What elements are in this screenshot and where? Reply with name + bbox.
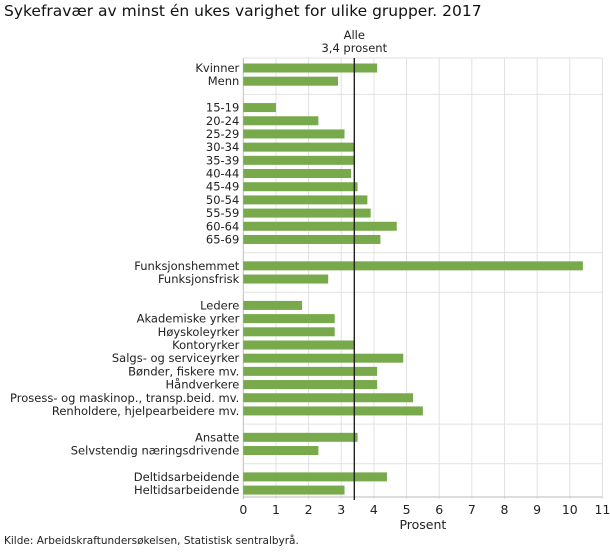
category-label: 65-69 [206,232,239,246]
category-label: Håndverkere [166,378,240,392]
category-label: Ledere [200,298,239,312]
category-label: Høyskoleyrker [158,325,240,339]
category-label: 35-39 [206,153,239,167]
x-tick-label: 9 [533,502,541,517]
category-label: 45-49 [206,180,239,194]
bar [243,446,319,456]
bar [243,393,414,403]
bar [243,234,381,244]
bar [243,182,358,192]
bar [243,76,338,86]
bar [243,366,378,376]
category-label: Akademiske yrker [137,312,240,326]
x-tick-label: 7 [468,502,476,517]
bar [243,116,319,126]
bar [243,406,423,416]
x-tick-label: 5 [403,502,411,517]
category-label: Heltidsarbeidende [134,483,239,497]
bar [243,432,358,442]
source-note: Kilde: Arbeidskraftundersøkelsen, Statis… [4,535,299,547]
bar [243,155,355,165]
category-label: Prosess- og maskinop., transp.beid. mv. [10,391,239,405]
category-label: Ansatte [195,430,239,444]
category-label: 50-54 [206,193,239,207]
x-axis-title: Prosent [399,517,446,532]
bar [243,129,345,139]
bar [243,300,303,310]
bar [243,380,378,390]
category-label: Kontoryrker [172,338,239,352]
bar [243,274,329,284]
chart-title: Sykefravær av minst én ukes varighet for… [4,2,482,20]
bar [243,63,378,73]
category-label: 20-24 [206,114,239,128]
reference-label: Alle [344,28,365,42]
bar [243,353,404,363]
x-tick-label: 1 [272,502,280,517]
bar [243,195,368,205]
bar [243,327,335,337]
category-label: 40-44 [206,167,239,181]
category-label: Deltidsarbeidende [134,470,240,484]
category-label: Funksjonshemmet [134,259,240,273]
category-label: 30-34 [206,140,239,154]
category-label: 60-64 [206,219,239,233]
bar [243,314,335,324]
category-label: Menn [208,74,240,88]
x-tick-label: 2 [305,502,313,517]
category-label: Salgs- og serviceyrker [112,351,240,365]
category-label: Funksjonsfrisk [158,272,240,286]
bar [243,103,276,113]
bar [243,208,371,218]
category-label: Bønder, fiskere mv. [128,364,239,378]
category-label: 15-19 [206,101,239,115]
x-tick-label: 8 [501,502,509,517]
bar [243,221,397,231]
reference-label: 3,4 prosent [321,41,387,55]
x-tick-label: 6 [435,502,443,517]
bar [243,169,352,179]
bar [243,472,387,482]
category-label: 55-59 [206,206,239,220]
category-label: Renholdere, hjelpearbeidere mv. [52,404,239,418]
bar [243,340,355,350]
category-label: Selvstendig næringsdrivende [71,444,240,458]
category-label: 25-29 [206,127,239,141]
bar [243,485,345,495]
x-tick-label: 4 [370,502,378,517]
category-label: Kvinner [195,61,239,75]
x-tick-label: 0 [239,502,247,517]
x-tick-label: 10 [562,502,578,517]
bar [243,261,583,271]
bar [243,142,355,152]
x-tick-label: 3 [337,502,345,517]
x-tick-label: 11 [594,502,610,517]
